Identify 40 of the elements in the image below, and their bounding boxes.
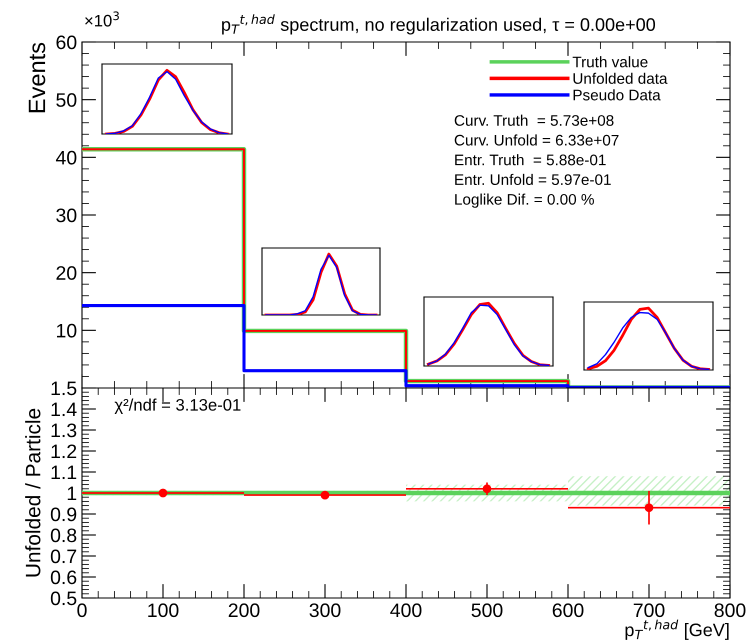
y-tick-label: 1.3	[52, 423, 76, 438]
x-tick-label: 700	[634, 603, 664, 618]
y-tick-label: 20	[56, 266, 76, 280]
y-axis-title: Events	[28, 42, 46, 112]
chart-title: p$_{T}$$^{t,had}$ spectrum, no regularization used, τ = 0.00e+00	[222, 14, 656, 35]
y-tick-label: 30	[56, 208, 76, 222]
legend-label: Truth value	[572, 56, 648, 68]
annotation: Entr. Unfold = 5.97e-01	[455, 174, 611, 186]
y-tick-label: 0.5	[50, 591, 76, 606]
x-tick-label: 200	[228, 603, 260, 618]
y-tick-label: 40	[56, 150, 76, 165]
x-tick-label: 0	[77, 603, 87, 618]
legend-label: Unfolded data	[574, 72, 668, 84]
y-tick-label: 0.7	[50, 549, 76, 564]
x-tick-label: 800	[714, 603, 746, 618]
y-tick-label: 0.6	[50, 570, 76, 584]
annotation: Curv. Unfold = 6.33e+07	[454, 134, 619, 146]
y-axis-title: Unfolded / Particle	[25, 408, 40, 576]
text: ×10$^{3}$	[85, 11, 119, 27]
y-tick-label: 1.2	[52, 444, 76, 458]
x-tick-label: 100	[148, 603, 178, 618]
y-tick-label: 1.5	[52, 382, 76, 396]
y-tick-label: 1.4	[52, 402, 77, 416]
x-axis-title: p$_{T}$$^{t,had}$ [GeV]	[626, 620, 729, 640]
x-tick-label: 300	[310, 603, 340, 618]
y-tick-label: 10	[56, 324, 76, 338]
legend-label: Pseudo Data	[574, 89, 661, 100]
x-tick-label: 600	[552, 603, 584, 618]
x-tick-label: 500	[472, 603, 502, 618]
annotation: Loglike Dif. = 0.00 %	[455, 194, 594, 208]
annotation: Curv. Truth = 5.73e+08	[454, 114, 614, 126]
y-tick-label: 1	[68, 486, 76, 500]
y-tick-label: 50	[56, 93, 76, 107]
y-tick-label: 60	[56, 35, 76, 50]
y-tick-label: 0.8	[50, 528, 76, 542]
annotation: Entr. Truth = 5.88e-01	[455, 154, 606, 166]
y-tick-label: 0.9	[50, 507, 76, 522]
x-tick-label: 400	[390, 603, 422, 618]
annotation: χ²/ndf = 3.13e-01	[114, 398, 240, 414]
y-tick-label: 1.1	[52, 466, 76, 480]
